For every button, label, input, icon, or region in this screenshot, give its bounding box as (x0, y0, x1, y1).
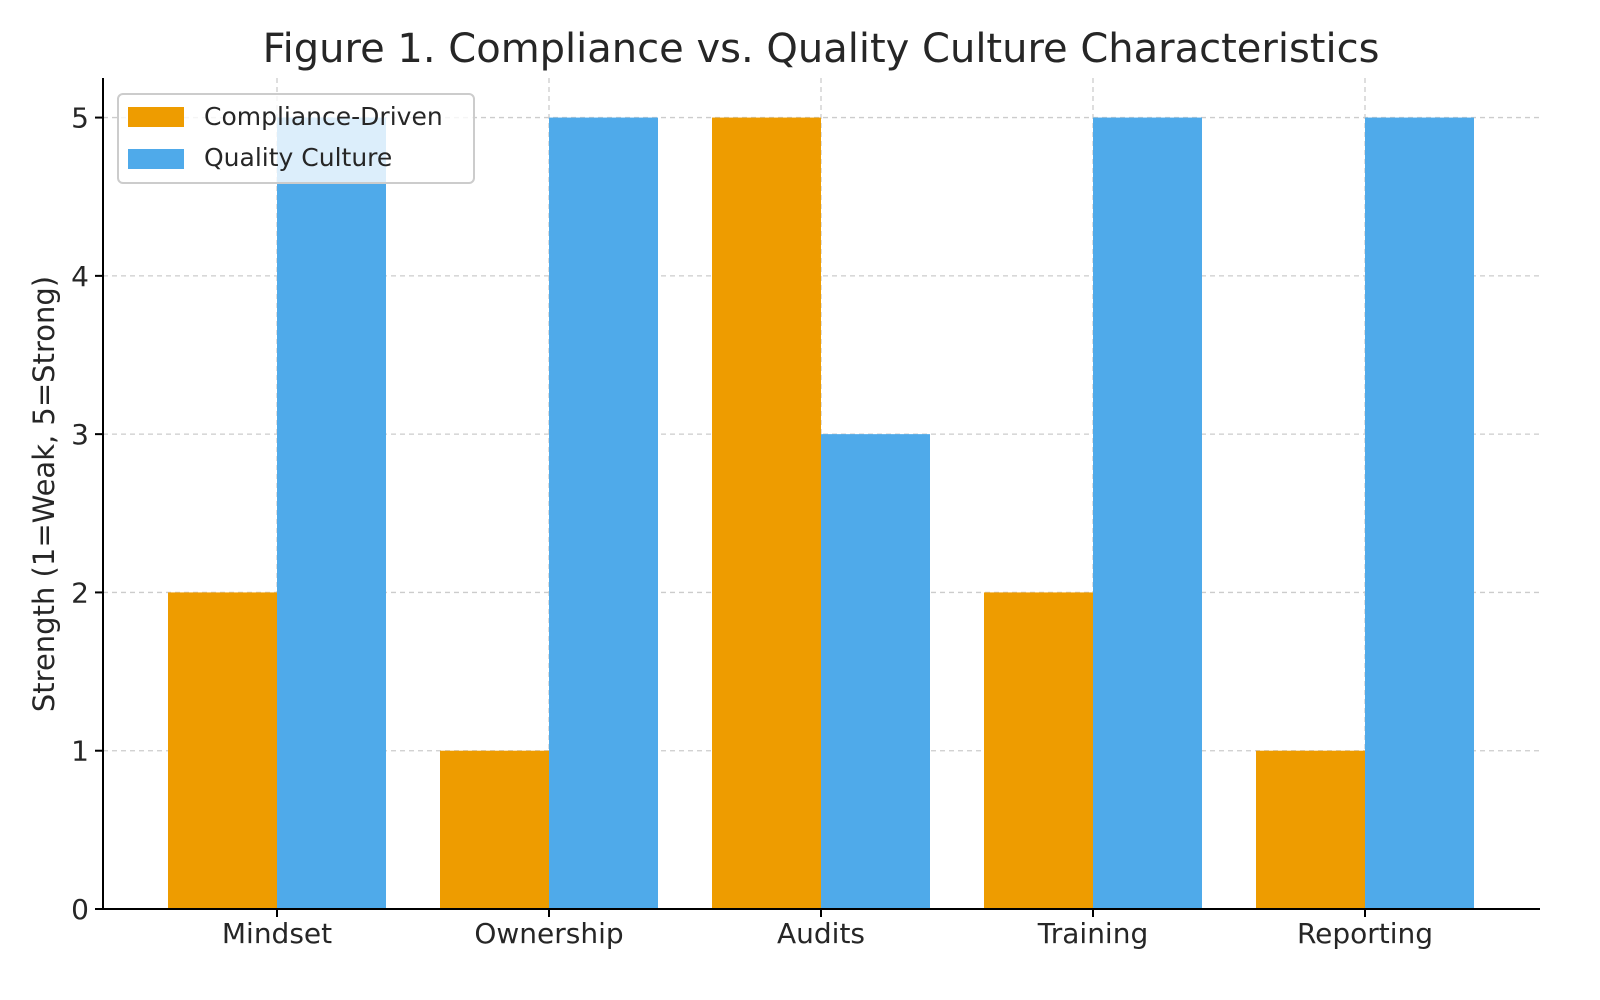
bar-quality-culture-mindset (277, 117, 386, 910)
legend-swatch-quality-culture (128, 149, 184, 169)
bar-compliance-driven-audits (712, 117, 821, 910)
bar-compliance-driven-mindset (168, 592, 277, 909)
x-tick-label: Ownership (474, 917, 623, 950)
y-axis-label: Strength (1=Weak, 5=Strong) (27, 276, 61, 712)
x-tick-label: Mindset (222, 917, 332, 950)
x-tick-label: Training (1037, 917, 1148, 950)
x-tick-label: Audits (777, 917, 865, 950)
x-ticks: Mindset Ownership Audits Training Reporting (222, 909, 1433, 950)
bar-quality-culture-reporting (1365, 117, 1474, 910)
y-ticks: 0 1 2 3 4 5 (71, 102, 103, 926)
legend-frame (117, 93, 475, 184)
bar-quality-culture-audits (821, 434, 930, 909)
bar-quality-culture-ownership (549, 117, 658, 910)
y-tick-label: 3 (71, 418, 89, 451)
legend: Compliance-Driven Quality Culture (117, 93, 475, 184)
x-tick-label: Reporting (1297, 917, 1433, 950)
legend-label-quality-culture: Quality Culture (204, 143, 392, 172)
bar-compliance-driven-ownership (440, 750, 549, 909)
bar-compliance-driven-reporting (1256, 750, 1365, 909)
legend-label-compliance-driven: Compliance-Driven (204, 102, 443, 131)
y-tick-label: 1 (71, 735, 89, 768)
chart-title: Figure 1. Compliance vs. Quality Culture… (263, 26, 1380, 72)
bar-quality-culture-training (1093, 117, 1202, 910)
bar-compliance-driven-training (984, 592, 1093, 909)
legend-swatch-compliance-driven (128, 107, 184, 127)
y-tick-label: 2 (71, 576, 89, 609)
bars (168, 117, 1474, 910)
y-tick-label: 0 (71, 893, 89, 926)
y-tick-label: 5 (71, 102, 89, 135)
y-tick-label: 4 (71, 260, 89, 293)
